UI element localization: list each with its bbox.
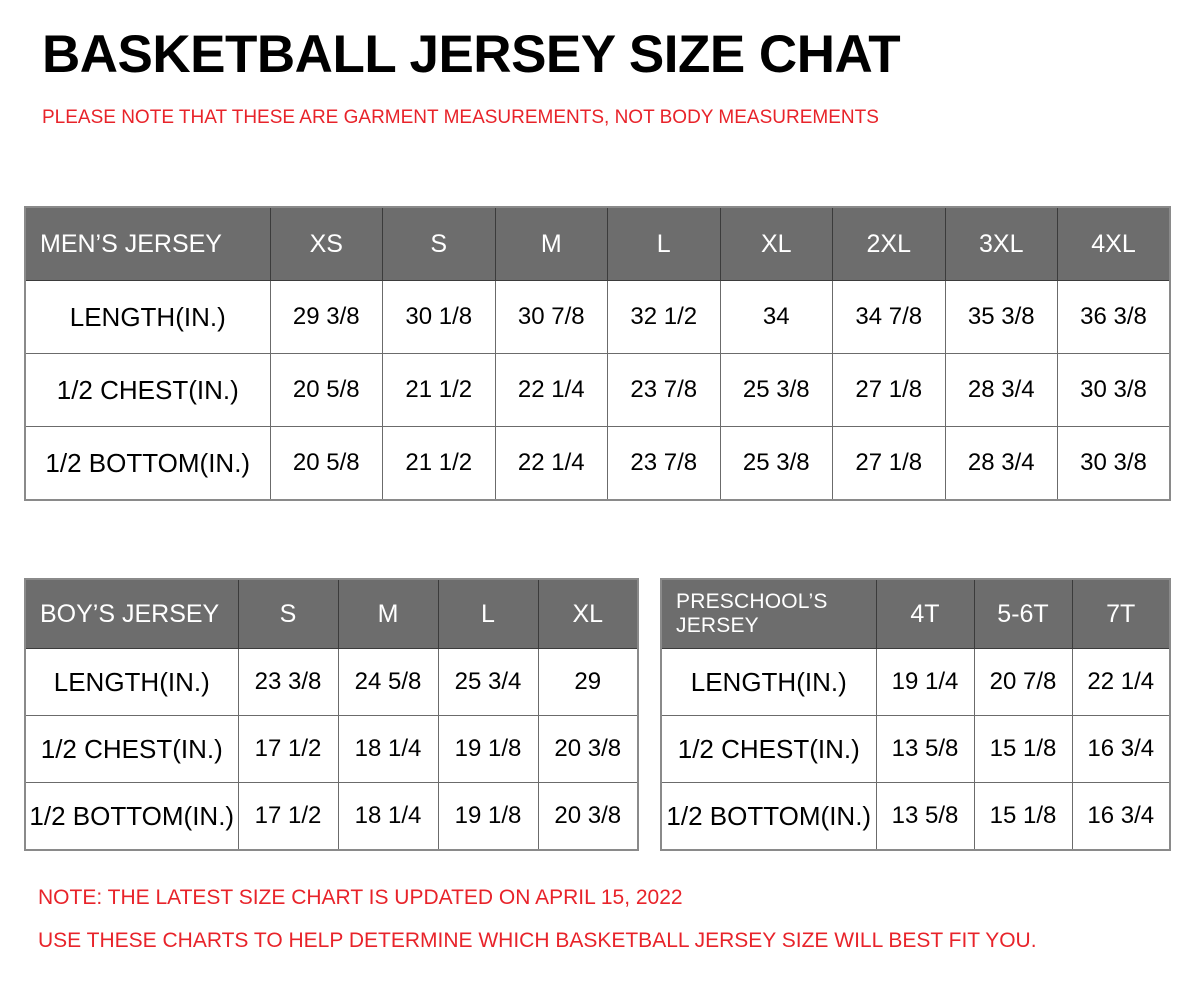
table-header-row: PRESCHOOL’S JERSEY 4T 5-6T 7T	[660, 578, 1171, 649]
table-row: 1/2 CHEST(IN.) 20 5/8 21 1/2 22 1/4 23 7…	[24, 353, 1171, 427]
column-header-5-6t: 5-6T	[973, 578, 1073, 649]
footer-note-update-date: NOTE: THE LATEST SIZE CHART IS UPDATED O…	[38, 886, 683, 909]
table-row: LENGTH(IN.) 23 3/8 24 5/8 25 3/4 29	[24, 648, 639, 716]
cell-value: 21 1/2	[382, 426, 496, 501]
row-label-length: LENGTH(IN.)	[24, 280, 271, 354]
table-row: LENGTH(IN.) 19 1/4 20 7/8 22 1/4	[660, 648, 1171, 716]
column-header-4xl: 4XL	[1057, 206, 1171, 281]
column-header-xl: XL	[719, 206, 833, 281]
cell-value: 30 7/8	[494, 280, 608, 354]
column-header-l: L	[437, 578, 539, 649]
cell-value: 22 1/4	[494, 426, 608, 501]
cell-value: 25 3/8	[719, 353, 833, 427]
cell-value: 20 5/8	[269, 353, 383, 427]
column-header-xl: XL	[537, 578, 639, 649]
cell-value: 20 7/8	[973, 648, 1073, 716]
cell-value: 17 1/2	[237, 782, 339, 851]
table-header-row: MEN’S JERSEY XS S M L XL 2XL 3XL 4XL	[24, 206, 1171, 281]
cell-value: 17 1/2	[237, 715, 339, 783]
cell-value: 15 1/8	[973, 715, 1073, 783]
page-title: BASKETBALL JERSEY SIZE CHAT	[42, 25, 901, 84]
row-label-half-bottom: 1/2 BOTTOM(IN.)	[660, 782, 877, 851]
cell-value: 23 7/8	[607, 353, 721, 427]
cell-value: 36 3/8	[1057, 280, 1171, 354]
table-row: 1/2 CHEST(IN.) 17 1/2 18 1/4 19 1/8 20 3…	[24, 715, 639, 783]
cell-value: 15 1/8	[973, 782, 1073, 851]
table-row: 1/2 BOTTOM(IN.) 17 1/2 18 1/4 19 1/8 20 …	[24, 782, 639, 851]
cell-value: 22 1/4	[494, 353, 608, 427]
cell-value: 30 3/8	[1057, 426, 1171, 501]
cell-value: 20 3/8	[537, 782, 639, 851]
table-header-row: BOY’S JERSEY S M L XL	[24, 578, 639, 649]
column-header-m: M	[494, 206, 608, 281]
cell-value: 25 3/8	[719, 426, 833, 501]
row-label-half-bottom: 1/2 BOTTOM(IN.)	[24, 782, 239, 851]
cell-value: 22 1/4	[1071, 648, 1171, 716]
column-header-xs: XS	[269, 206, 383, 281]
preschool-table-title: PRESCHOOL’S JERSEY	[660, 578, 877, 649]
column-header-s: S	[237, 578, 339, 649]
cell-value: 29	[537, 648, 639, 716]
cell-value: 23 3/8	[237, 648, 339, 716]
table-row: 1/2 BOTTOM(IN.) 13 5/8 15 1/8 16 3/4	[660, 782, 1171, 851]
column-header-m: M	[337, 578, 439, 649]
cell-value: 19 1/8	[437, 782, 539, 851]
row-label-length: LENGTH(IN.)	[24, 648, 239, 716]
footer-note-usage: USE THESE CHARTS TO HELP DETERMINE WHICH…	[38, 929, 1037, 952]
cell-value: 20 5/8	[269, 426, 383, 501]
cell-value: 13 5/8	[875, 782, 975, 851]
cell-value: 20 3/8	[537, 715, 639, 783]
cell-value: 30 3/8	[1057, 353, 1171, 427]
row-label-length: LENGTH(IN.)	[660, 648, 877, 716]
column-header-s: S	[382, 206, 496, 281]
cell-value: 34	[719, 280, 833, 354]
table-row: 1/2 BOTTOM(IN.) 20 5/8 21 1/2 22 1/4 23 …	[24, 426, 1171, 501]
column-header-l: L	[607, 206, 721, 281]
table-row: 1/2 CHEST(IN.) 13 5/8 15 1/8 16 3/4	[660, 715, 1171, 783]
cell-value: 28 3/4	[944, 426, 1058, 501]
row-label-half-chest: 1/2 CHEST(IN.)	[660, 715, 877, 783]
cell-value: 27 1/8	[832, 426, 946, 501]
cell-value: 18 1/4	[337, 782, 439, 851]
cell-value: 34 7/8	[832, 280, 946, 354]
cell-value: 27 1/8	[832, 353, 946, 427]
cell-value: 18 1/4	[337, 715, 439, 783]
cell-value: 32 1/2	[607, 280, 721, 354]
cell-value: 30 1/8	[382, 280, 496, 354]
cell-value: 25 3/4	[437, 648, 539, 716]
column-header-4t: 4T	[875, 578, 975, 649]
mens-jersey-size-table: MEN’S JERSEY XS S M L XL 2XL 3XL 4XL LEN…	[24, 206, 1171, 501]
table-row: LENGTH(IN.) 29 3/8 30 1/8 30 7/8 32 1/2 …	[24, 280, 1171, 354]
cell-value: 35 3/8	[944, 280, 1058, 354]
cell-value: 21 1/2	[382, 353, 496, 427]
column-header-3xl: 3XL	[944, 206, 1058, 281]
row-label-half-bottom: 1/2 BOTTOM(IN.)	[24, 426, 271, 501]
cell-value: 19 1/4	[875, 648, 975, 716]
cell-value: 19 1/8	[437, 715, 539, 783]
garment-measurement-disclaimer: PLEASE NOTE THAT THESE ARE GARMENT MEASU…	[42, 107, 879, 128]
mens-table-title: MEN’S JERSEY	[24, 206, 271, 281]
column-header-7t: 7T	[1071, 578, 1171, 649]
row-label-half-chest: 1/2 CHEST(IN.)	[24, 353, 271, 427]
cell-value: 16 3/4	[1071, 782, 1171, 851]
cell-value: 23 7/8	[607, 426, 721, 501]
row-label-half-chest: 1/2 CHEST(IN.)	[24, 715, 239, 783]
column-header-2xl: 2XL	[832, 206, 946, 281]
cell-value: 28 3/4	[944, 353, 1058, 427]
boys-jersey-size-table: BOY’S JERSEY S M L XL LENGTH(IN.) 23 3/8…	[24, 578, 639, 851]
cell-value: 16 3/4	[1071, 715, 1171, 783]
boys-table-title: BOY’S JERSEY	[24, 578, 239, 649]
cell-value: 29 3/8	[269, 280, 383, 354]
cell-value: 24 5/8	[337, 648, 439, 716]
cell-value: 13 5/8	[875, 715, 975, 783]
preschool-jersey-size-table: PRESCHOOL’S JERSEY 4T 5-6T 7T LENGTH(IN.…	[660, 578, 1171, 851]
